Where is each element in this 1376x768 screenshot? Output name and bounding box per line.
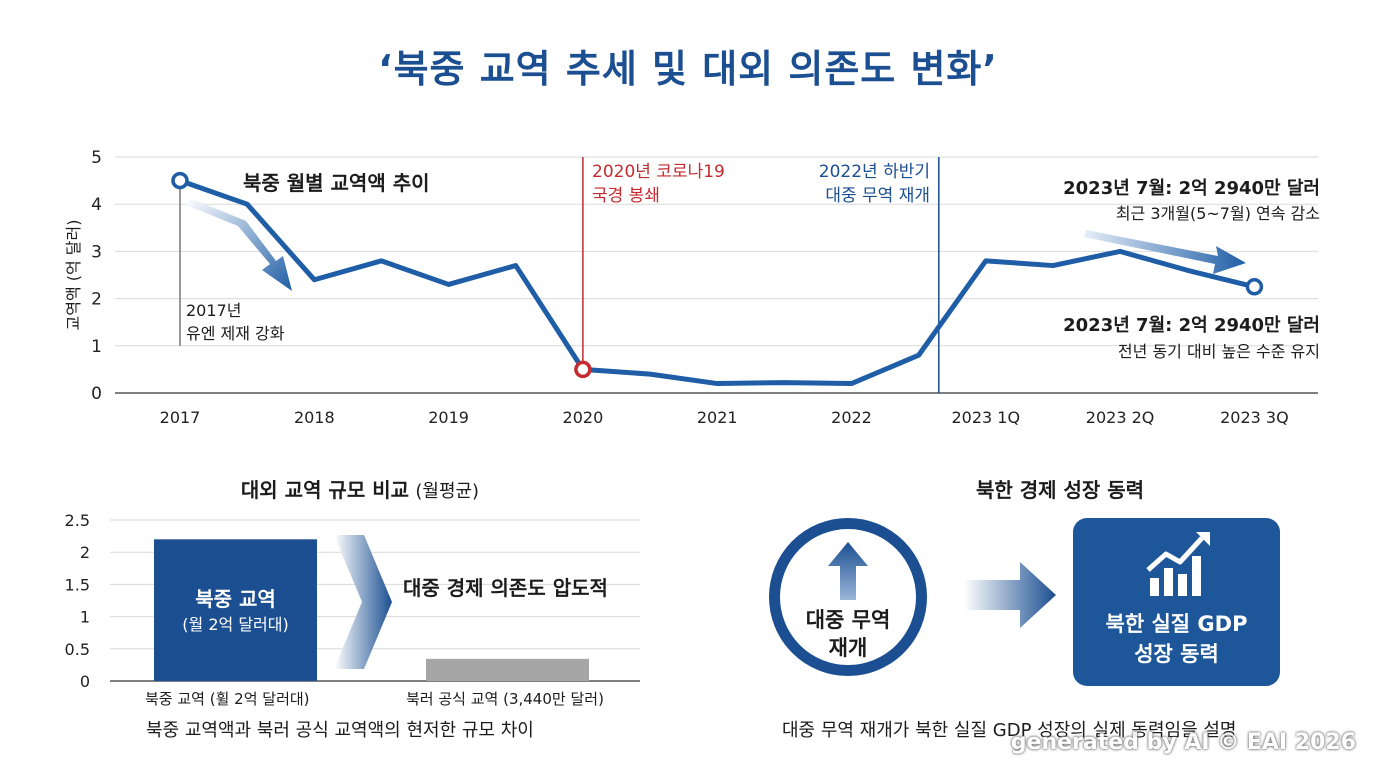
data-point-2020	[574, 360, 592, 379]
y-tick-label: 3	[91, 242, 102, 262]
bar-chart-callout: 대중 경제 의존도 압도적	[403, 576, 608, 600]
bar-y-tick-label: 1	[80, 608, 90, 627]
growth-chart-icon	[1146, 532, 1210, 596]
x-tick-label: 2020	[563, 408, 604, 427]
annotation-2020-line1: 2020년 코로나19	[592, 162, 725, 182]
bar-chart-caption: 북중 교역액과 북러 공식 교역액의 현저한 규모 차이	[146, 720, 534, 741]
annotation-2023-top-line2: 최근 3개월(5~7월) 연속 감소	[1115, 204, 1320, 223]
y-tick-label: 2	[91, 290, 102, 310]
annotation-2022-line2: 대중 무역 재개	[825, 186, 930, 206]
bar-north-korea-russia	[426, 658, 589, 681]
bar-chart-title: 대외 교역 규모 비교 (월평균)	[0, 474, 720, 503]
bar-y-tick-label: 2	[80, 543, 90, 562]
decline-trend-arrow	[186, 198, 292, 291]
bar-label-1-line2: (월 2억 달러대)	[182, 615, 289, 634]
bar-chart: 0 0.5 1 1.5 2 2.5	[65, 511, 640, 691]
x-tick-label: 2017	[160, 408, 201, 427]
data-point-2017	[171, 171, 189, 190]
bar-label-1-line1: 북중 교역	[195, 587, 276, 611]
gdp-box-line1: 북한 실질 GDP	[1105, 612, 1248, 636]
annotation-2023-bottom-line2: 전년 동기 대비 높은 수준 유지	[1117, 342, 1320, 361]
annotation-2023-bottom-line1: 2023년 7월: 2억 2940만 달러	[1063, 315, 1320, 336]
bar-chart-title-note: (월평균)	[415, 481, 480, 502]
bar-category-1: 북중 교역 (휠 2억 달러대)	[145, 690, 310, 708]
page-title: ‘북중 교역 추세 및 대외 의존도 변화’	[378, 47, 998, 91]
gdp-box-line2: 성장 동력	[1134, 642, 1219, 666]
data-point-2023-3q	[1245, 278, 1264, 296]
annotation-2017-line1: 2017년	[186, 301, 242, 320]
x-tick-label: 2019	[428, 408, 469, 427]
annotation-2023-top-line1: 2023년 7월: 2억 2940만 달러	[1063, 178, 1320, 199]
bar-category-2: 북러 공식 교역 (3,440만 달러)	[406, 690, 604, 708]
bar-y-tick-label: 2.5	[65, 511, 90, 530]
bar-north-korea-china	[154, 539, 317, 681]
gdp-growth-box	[1073, 518, 1280, 686]
annotation-2022-line1: 2022년 하반기	[818, 162, 930, 182]
circle-text-line1: 대중 무역	[805, 608, 891, 632]
y-tick-label: 5	[91, 148, 102, 168]
x-tick-label: 2022	[831, 408, 872, 427]
up-arrow-icon	[828, 542, 868, 600]
watermark: generated by AI © EAI 2026	[1010, 730, 1356, 755]
x-tick-label: 2023 2Q	[1086, 408, 1155, 427]
y-tick-label: 1	[91, 337, 102, 357]
x-tick-label: 2023 3Q	[1220, 408, 1289, 427]
y-tick-label: 0	[91, 384, 102, 404]
annotation-2017-line2: 유엔 제재 강화	[186, 324, 285, 343]
trade-resume-circle	[769, 518, 927, 676]
growth-panel-title: 북한 경제 성장 동력	[975, 478, 1145, 502]
bar-y-tick-label: 0.5	[65, 640, 90, 659]
y-tick-label: 4	[91, 195, 102, 215]
x-tick-label: 2023 1Q	[952, 408, 1021, 427]
recent-decline-arrow	[1084, 230, 1246, 274]
growth-panel-caption: 대중 무역 재개가 북한 실질 GDP 성장의 실제 동력임을 설명	[782, 720, 1237, 741]
bar-y-tick-label: 0	[80, 672, 90, 691]
comparison-chevron-icon	[334, 535, 392, 669]
bar-chart-title-main: 대외 교역 규모 비교	[240, 478, 409, 502]
line-chart-title: 북중 월별 교역액 추이	[243, 171, 430, 195]
circle-text-line2: 재개	[828, 636, 868, 660]
bar-y-tick-label: 1.5	[65, 575, 90, 594]
annotation-2020-line2: 국경 봉쇄	[592, 186, 660, 206]
right-arrow-icon	[964, 562, 1056, 628]
x-tick-label: 2021	[697, 408, 738, 427]
trade-volume-series-line	[177, 178, 1257, 387]
x-tick-label: 2018	[294, 408, 335, 427]
